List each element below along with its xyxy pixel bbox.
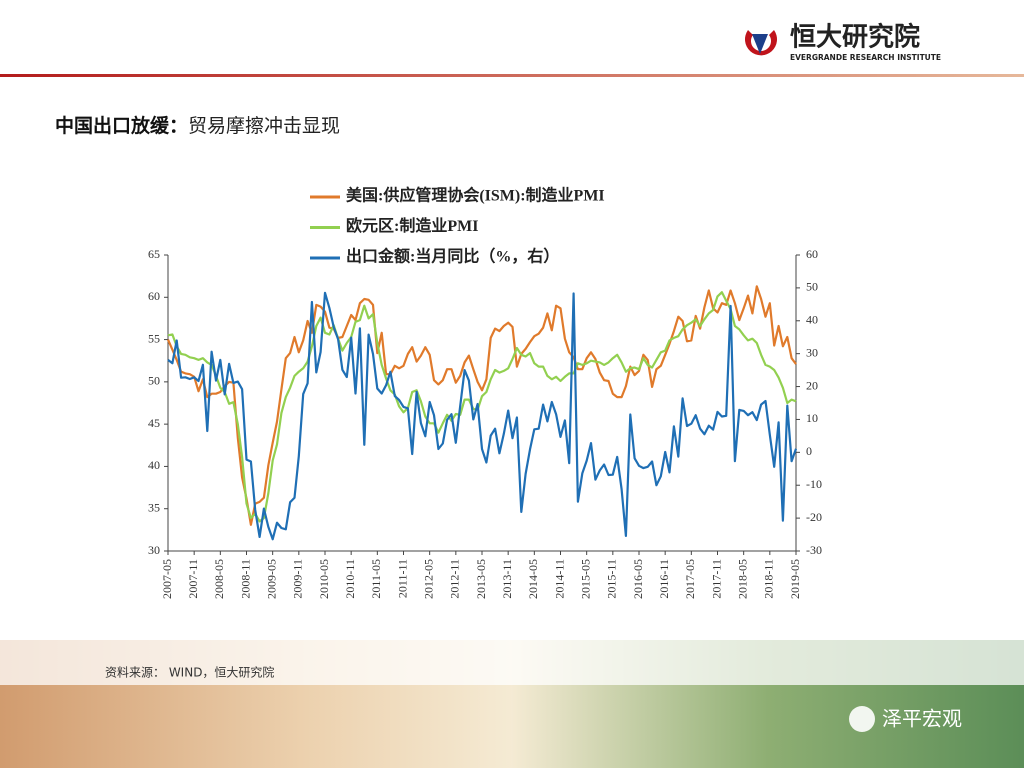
watermark-icon: [849, 706, 875, 732]
x-tick-label: 2012-11: [448, 559, 462, 599]
y-tick-label: 50: [148, 374, 160, 388]
y2-tick-label: -10: [806, 477, 822, 491]
logo-mark: [745, 30, 777, 56]
legend-label: 出口金额:当月同比（%，右）: [346, 247, 559, 266]
x-tick-label: 2018-05: [735, 559, 749, 599]
title-lead: 中国出口放缓：: [55, 114, 188, 137]
x-tick-label: 2019-05: [788, 559, 802, 599]
series-line: [167, 291, 797, 523]
x-tick-label: 2009-05: [264, 559, 278, 599]
y2-tick-label: 30: [806, 345, 818, 359]
x-tick-label: 2007-05: [160, 559, 174, 599]
x-tick-label: 2008-05: [212, 559, 226, 599]
y-tick-label: 45: [148, 416, 160, 430]
x-tick-label: 2009-11: [291, 559, 305, 599]
header-rule: [0, 74, 1024, 77]
y-tick-label: 40: [148, 458, 160, 472]
y-tick-label: 30: [148, 543, 160, 557]
slide-title: 中国出口放缓：贸易摩擦冲击显现: [55, 114, 340, 137]
watermark: 泽平宏观: [882, 707, 962, 731]
x-tick-label: 2010-11: [343, 559, 357, 599]
x-tick-label: 2013-05: [474, 559, 488, 599]
chart: 30 35 40 45 50 55 60 65 -30 -20 -10 0 10 20 30 40 50 60 20…: [148, 186, 822, 599]
footer-fade: [0, 640, 1024, 685]
x-tick-label: 2008-11: [238, 559, 252, 599]
x-tick-label: 2013-11: [500, 559, 514, 599]
y2-tick-label: -20: [806, 510, 822, 524]
x-tick-label: 2014-11: [552, 559, 566, 599]
x-tick-label: 2015-11: [605, 559, 619, 599]
x-tick-label: 2012-05: [421, 559, 435, 599]
x-tick-label: 2011-11: [395, 559, 409, 598]
logo-mark: [752, 34, 768, 54]
series-line: [166, 285, 797, 526]
x-tick-label: 2016-05: [631, 559, 645, 599]
y-tick-label: 35: [148, 500, 160, 514]
y2-tick-label: 20: [806, 378, 818, 392]
source-note: 资料来源： WIND，恒大研究院: [105, 665, 274, 680]
x-tick-label: 2016-11: [657, 559, 671, 599]
y2-tick-label: 40: [806, 313, 818, 327]
y-tick-label: 65: [148, 247, 160, 261]
x-tick-label: 2018-11: [762, 559, 776, 599]
x-tick-label: 2010-05: [317, 559, 331, 599]
logo-text: 恒大研究院: [790, 22, 920, 53]
logo-subtext: EVERGRANDE RESEARCH INSTITUTE: [790, 53, 941, 62]
x-tick-label: 2007-11: [186, 559, 200, 599]
x-tick-label: 2015-05: [578, 559, 592, 599]
logo: [745, 30, 777, 56]
x-tick-label: 2014-05: [526, 559, 540, 599]
title-rest: 贸易摩擦冲击显现: [188, 115, 340, 137]
y2-tick-label: -30: [806, 543, 822, 557]
x-tick-label: 2017-05: [683, 559, 697, 599]
series-line: [167, 291, 798, 541]
y-tick-label: 60: [148, 289, 160, 303]
legend-label: 美国:供应管理协会(ISM):制造业PMI: [346, 186, 605, 205]
y2-tick-label: 50: [806, 280, 818, 294]
y-tick-label: 55: [148, 331, 160, 345]
y2-tick-label: 10: [806, 411, 818, 425]
y2-tick-label: 0: [806, 444, 812, 458]
x-tick-label: 2011-05: [369, 559, 383, 599]
legend-label: 欧元区:制造业PMI: [346, 216, 478, 235]
x-tick-label: 2017-11: [709, 559, 723, 599]
y2-tick-label: 60: [806, 247, 818, 261]
